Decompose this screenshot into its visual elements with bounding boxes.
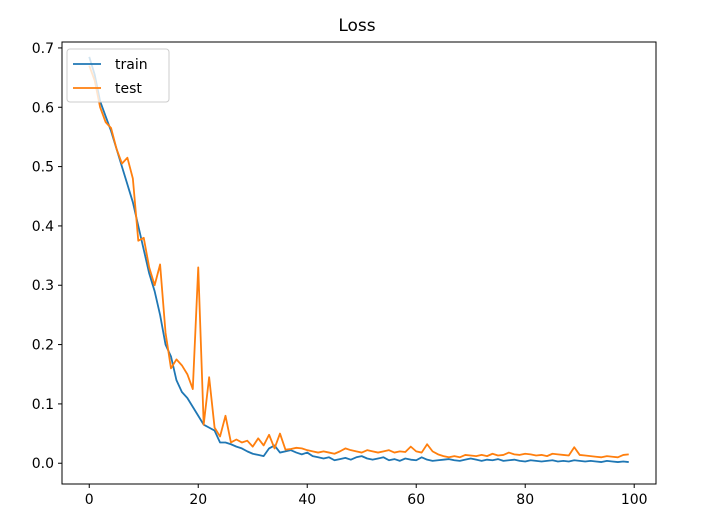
x-tick-label: 0 bbox=[85, 492, 94, 508]
y-tick-label: 0.0 bbox=[32, 456, 54, 472]
x-tick-label: 40 bbox=[298, 492, 316, 508]
x-tick-label: 20 bbox=[189, 492, 207, 508]
series-line-train bbox=[88, 56, 629, 463]
y-tick-label: 0.5 bbox=[32, 160, 54, 176]
x-tick-label: 100 bbox=[621, 492, 648, 508]
legend-label-test: test bbox=[115, 81, 142, 97]
y-tick-label: 0.1 bbox=[32, 397, 54, 413]
series-layer bbox=[88, 56, 629, 463]
series-line-test bbox=[88, 65, 629, 459]
legend-label-train: train bbox=[115, 57, 148, 73]
y-tick-label: 0.6 bbox=[32, 100, 54, 116]
y-tick-label: 0.7 bbox=[32, 41, 54, 57]
plot-frame bbox=[61, 41, 657, 485]
y-tick-label: 0.3 bbox=[32, 278, 54, 294]
legend: train test bbox=[66, 48, 170, 103]
x-tick-label: 60 bbox=[407, 492, 425, 508]
x-tick-label: 80 bbox=[516, 492, 534, 508]
y-tick-label: 0.2 bbox=[32, 338, 54, 354]
chart-title: Loss bbox=[338, 16, 375, 36]
y-tick-label: 0.4 bbox=[32, 219, 54, 235]
tick-layer: 0 20 40 60 80 100 0.0 0.1 0.2 0.3 0.4 0.5 0.6 0.7 bbox=[32, 41, 648, 508]
